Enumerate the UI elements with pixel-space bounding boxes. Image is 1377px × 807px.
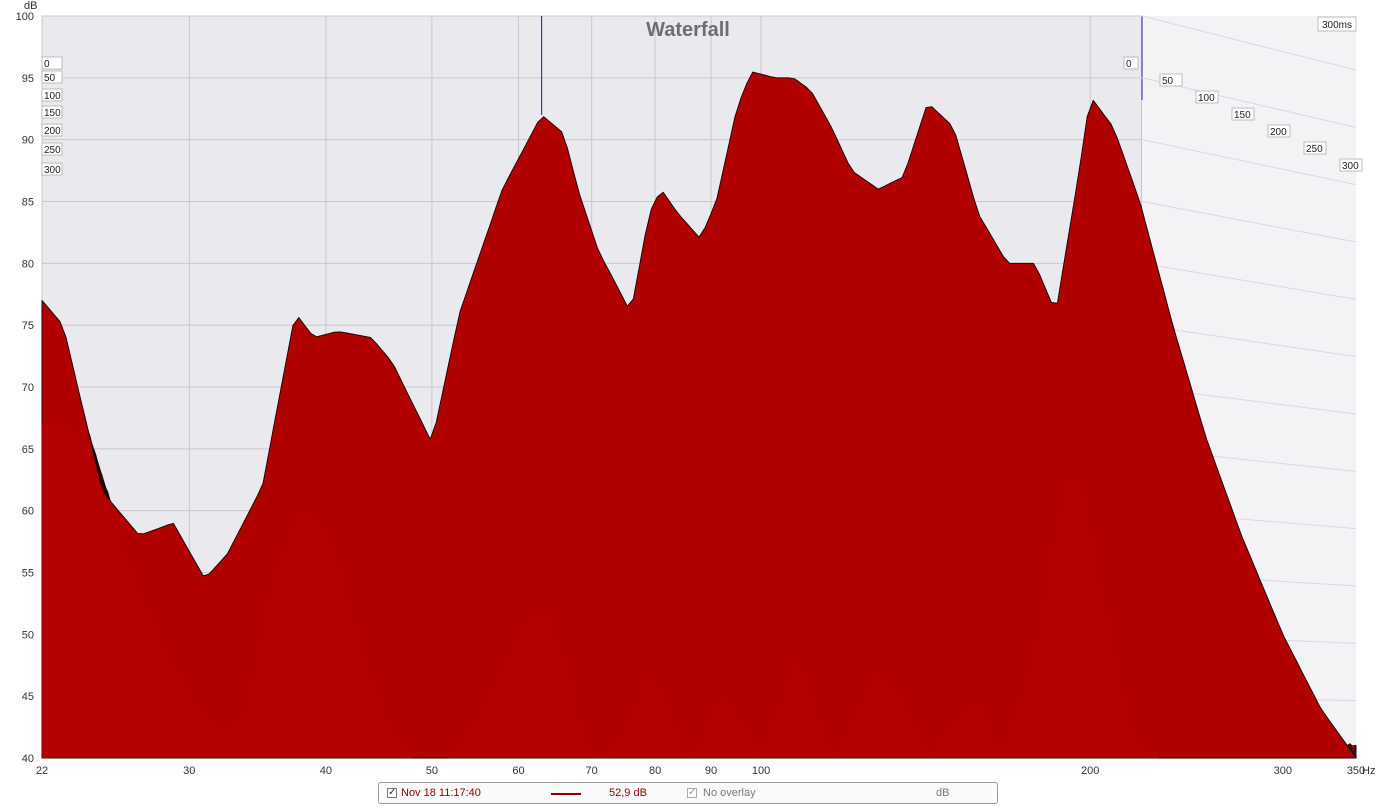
waterfall-chart[interactable]: 40 45 50 55 60 65 70 75 80 85 90 95 100 22 30 40 50 60 70 8… (0, 0, 1377, 780)
time-slice-label: 200 (44, 126, 61, 137)
x-tick-label: 350 (1347, 765, 1365, 777)
time-slice-label-box (41, 142, 63, 156)
measurement-line-swatch (551, 793, 581, 795)
x-tick-label: 200 (1081, 765, 1099, 777)
time-slice-label-box (41, 162, 63, 176)
time-slice-label: 50 (44, 73, 56, 84)
cursor-value: 52,9 dB (609, 787, 647, 799)
time-slice-label: 0 (44, 59, 50, 70)
time-axis-label-box (1195, 90, 1219, 104)
x-tick-label: 50 (426, 765, 438, 777)
x-tick-label: 30 (183, 765, 195, 777)
x-tick-label: 300 (1274, 765, 1292, 777)
time-slice-label-box (41, 123, 63, 137)
y-tick-label: 65 (22, 444, 34, 456)
chart-title: Waterfall (646, 19, 730, 41)
time-axis-label: 100 (1198, 93, 1215, 104)
time-axis-label-box (1339, 158, 1363, 172)
time-slice-label-box (41, 105, 63, 119)
x-tick-label: 22 (36, 765, 48, 777)
y-tick-label: 40 (22, 753, 34, 765)
y-tick-label: 50 (22, 629, 34, 641)
unit-label: dB (936, 787, 950, 799)
y-tick-label: 45 (22, 691, 34, 703)
side-gridline (1141, 201, 1357, 243)
side-gridline (1141, 324, 1357, 358)
waterfall-slice (41, 71, 1357, 759)
time-axis-label-box (1231, 107, 1255, 121)
overlay-checkbox[interactable]: ✓ (687, 787, 697, 798)
time-slice-label: 150 (44, 108, 61, 119)
y-tick-label: 90 (22, 135, 34, 147)
legend-bar: ✓ Nov 18 11:17:40 52,9 dB ✓ No overlay d… (378, 782, 998, 804)
time-axis-label: 150 (1234, 110, 1251, 121)
last-slice-fill (42, 424, 1356, 758)
time-axis-label-box (1267, 124, 1291, 138)
time-slice-label: 100 (44, 91, 61, 102)
time-slice-label: 300 (44, 165, 61, 176)
side-gridline (1141, 262, 1357, 300)
time-slice-label: 250 (44, 145, 61, 156)
time-axis-label: 250 (1306, 144, 1323, 155)
side-gridline (1141, 139, 1357, 186)
y-tick-label: 80 (22, 258, 34, 270)
y-tick-label: 95 (22, 73, 34, 85)
overlay-label[interactable]: No overlay (703, 787, 756, 799)
x-tick-label: 60 (512, 765, 524, 777)
measurement-checkbox[interactable]: ✓ (387, 787, 397, 798)
y-tick-label: 85 (22, 197, 34, 209)
y-tick-label: 75 (22, 320, 34, 332)
y-tick-label: 55 (22, 568, 34, 580)
time-axis-label-box (1159, 73, 1183, 87)
y-tick-label: 100 (16, 11, 34, 23)
time-axis-label-box (1123, 56, 1139, 70)
x-tick-label: 80 (649, 765, 661, 777)
time-axis-label: 50 (1162, 76, 1174, 87)
time-slice-label-box (41, 70, 63, 84)
y-tick-label: 70 (22, 382, 34, 394)
x-tick-label: 90 (705, 765, 717, 777)
time-range-label: 300ms (1322, 20, 1352, 31)
time-range-box (1317, 16, 1357, 32)
y-unit-label: dB (24, 0, 37, 12)
x-tick-label: 40 (320, 765, 332, 777)
time-axis-label-box (1303, 141, 1327, 155)
time-slice-label-box (41, 56, 63, 70)
x-unit-label: Hz (1362, 765, 1375, 777)
time-axis-label: 200 (1270, 127, 1287, 138)
side-gridline (1141, 15, 1357, 71)
y-tick-label: 60 (22, 506, 34, 518)
x-tick-label: 70 (586, 765, 598, 777)
time-axis-label: 300 (1342, 161, 1359, 172)
time-slice-label-box (41, 88, 63, 102)
x-tick-label: 100 (752, 765, 770, 777)
time-axis-label: 0 (1126, 59, 1132, 70)
measurement-label[interactable]: Nov 18 11:17:40 (401, 787, 481, 799)
